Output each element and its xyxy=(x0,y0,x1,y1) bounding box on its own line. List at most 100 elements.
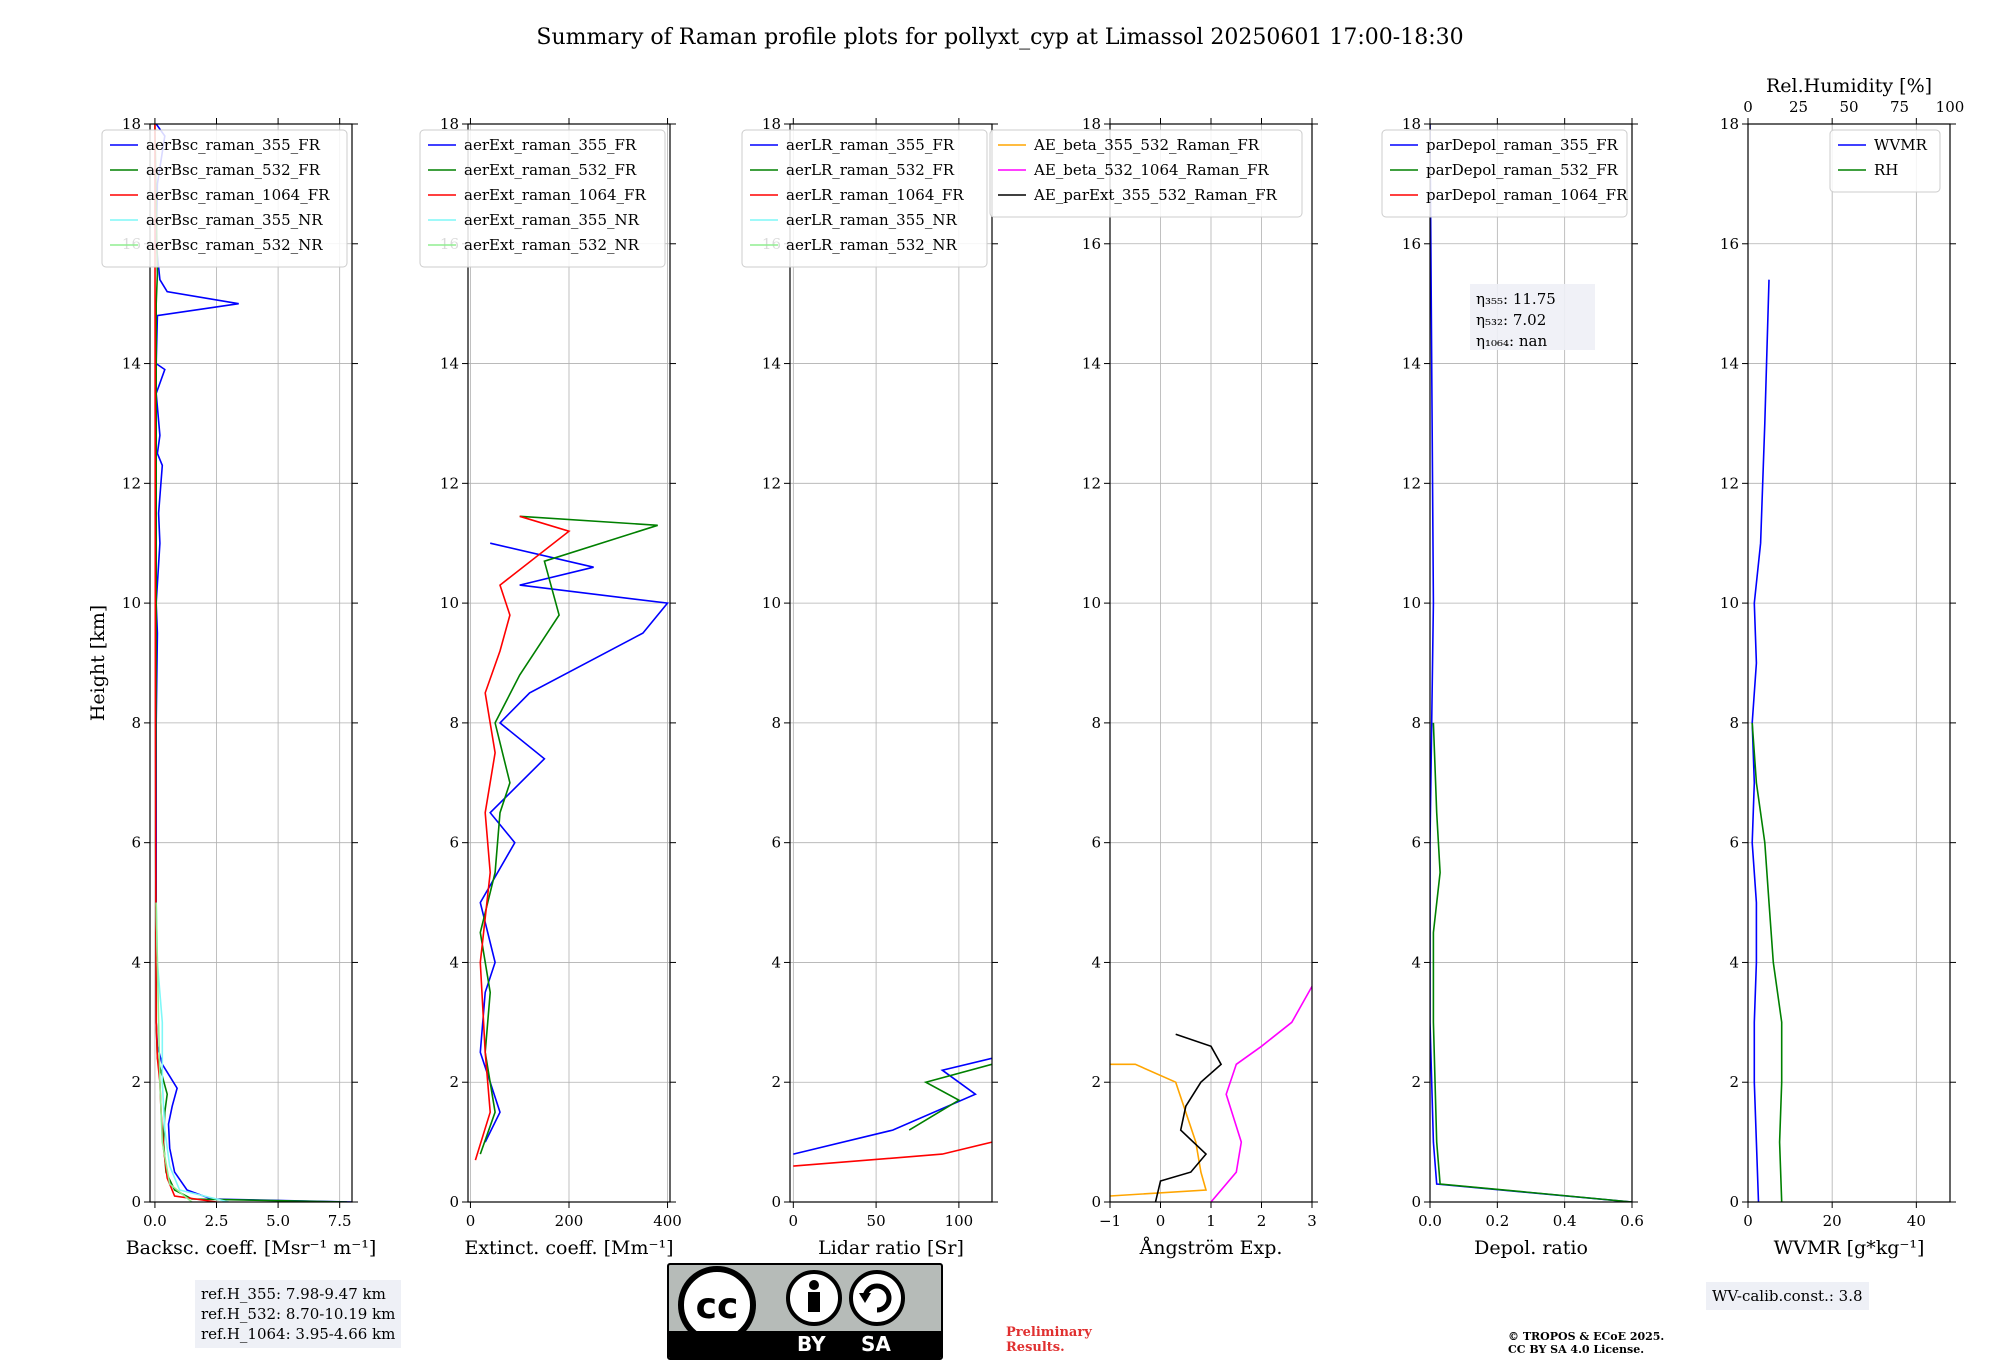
legend: parDepol_raman_355_FR parDepol_raman_532_… xyxy=(1381,129,1628,218)
y-tick-label: 18 xyxy=(1402,115,1421,133)
person-head-icon xyxy=(809,1280,819,1290)
x-tick-label: 2.5 xyxy=(205,1212,229,1230)
series-line-aerBsc_raman_532_FR xyxy=(154,124,348,1202)
y-tick-label: 8 xyxy=(131,714,141,732)
ref-height-532: ref.H_532: 8.70-10.19 km xyxy=(201,1305,396,1323)
legend-entry: aerBsc_raman_355_NR xyxy=(146,211,323,229)
legend: aerBsc_raman_355_FR aerBsc_raman_532_FRae… xyxy=(101,129,348,268)
cc-text: cc xyxy=(696,1286,739,1327)
legend-entry: parDepol_raman_532_FR xyxy=(1426,161,1619,179)
y-tick-label: 2 xyxy=(1729,1073,1739,1091)
y-tick-label: 8 xyxy=(1091,714,1101,732)
x-tick-label: 200 xyxy=(555,1212,584,1230)
ref-heights-box: ref.H_355: 7.98-9.47 km ref.H_532: 8.70-… xyxy=(195,1280,402,1348)
y-tick-label: 12 xyxy=(762,474,781,492)
series-line-AE_parExt_355_532_Raman_FR xyxy=(1154,1033,1223,1202)
y-tick-label: 0 xyxy=(1411,1193,1421,1211)
legend-entry: aerBsc_raman_532_NR xyxy=(146,236,323,254)
legend-entry: aerLR_raman_1064_FR xyxy=(786,186,964,204)
panel-3: 050100024681012141618Lidar ratio [Sr]aer… xyxy=(741,115,998,1259)
y-tick-label: 6 xyxy=(131,834,141,852)
cc-by-label: BY xyxy=(797,1332,826,1356)
wv-calib-const: WV-calib.const.: 3.8 xyxy=(1712,1287,1863,1305)
y-tick-label: 2 xyxy=(1411,1073,1421,1091)
legend-entry: aerExt_raman_355_NR xyxy=(464,211,640,229)
series-line-parDepol_raman_532_FR xyxy=(1432,722,1632,1202)
series-group xyxy=(1430,124,1632,1202)
y-tick-label: 14 xyxy=(1720,355,1739,373)
eta-value: η₁₀₆₄: nan xyxy=(1476,332,1547,350)
y-tick-label: 8 xyxy=(771,714,781,732)
x-tick-label: 20 xyxy=(1823,1212,1842,1230)
series-line-aerExt_raman_355_FR xyxy=(479,542,670,1143)
y-tick-label: 16 xyxy=(1402,235,1421,253)
cc-sa-label: SA xyxy=(861,1332,891,1356)
legend-entry: AE_beta_355_532_Raman_FR xyxy=(1033,136,1260,154)
series-line-aerBsc_raman_355_FR xyxy=(155,124,352,1202)
y-tick-label: 10 xyxy=(440,594,459,612)
y-tick-label: 14 xyxy=(1402,355,1421,373)
series-line-AE_beta_355_532_Raman_FR xyxy=(1110,1063,1208,1197)
series-line-aerBsc_raman_532_NR xyxy=(155,902,193,1202)
series-line-RH xyxy=(1751,722,1783,1202)
x-tick-label: 0.0 xyxy=(1418,1212,1442,1230)
y-tick-label: 0 xyxy=(131,1193,141,1211)
x-axis-label: Depol. ratio xyxy=(1474,1237,1588,1259)
legend-entry: aerLR_raman_355_NR xyxy=(786,211,957,229)
x-tick-label: 100 xyxy=(945,1212,974,1230)
panel-1: 0.02.55.07.5024681012141618Backsc. coeff… xyxy=(87,115,376,1259)
legend-box xyxy=(741,129,988,268)
y-tick-label: 4 xyxy=(1091,953,1101,971)
legend-box xyxy=(101,129,348,268)
y-tick-label: 12 xyxy=(1402,474,1421,492)
series-line-aerExt_raman_532_FR xyxy=(479,515,658,1155)
x-tick-label: 0 xyxy=(789,1212,799,1230)
series-group xyxy=(154,124,352,1202)
series-line-aerExt_raman_1064_FR xyxy=(474,515,571,1161)
x-tick-label: 0.2 xyxy=(1485,1212,1509,1230)
y-tick-label: 14 xyxy=(440,355,459,373)
x-tick-label: 0.4 xyxy=(1553,1212,1577,1230)
y-tick-label: 2 xyxy=(1091,1073,1101,1091)
y-tick-label: 0 xyxy=(771,1193,781,1211)
legend-entry: aerBsc_raman_532_FR xyxy=(146,161,321,179)
y-tick-label: 14 xyxy=(762,355,781,373)
copyright-line-1: © TROPOS & ECoE 2025. xyxy=(1508,1330,1665,1343)
x-axis-label: Ångström Exp. xyxy=(1139,1237,1283,1259)
x-axis-label: Lidar ratio [Sr] xyxy=(818,1237,964,1259)
figure-title: Summary of Raman profile plots for polly… xyxy=(536,25,1463,50)
rh-tick-label: 25 xyxy=(1789,98,1808,116)
legend-entry: aerExt_raman_355_FR xyxy=(464,136,637,154)
y-tick-label: 2 xyxy=(449,1073,459,1091)
legend-entry: aerExt_raman_532_NR xyxy=(464,236,640,254)
x-tick-label: 7.5 xyxy=(328,1212,352,1230)
axes-frame xyxy=(789,123,993,1203)
cc-icons: cc xyxy=(678,1266,905,1344)
legend: WVMR RH xyxy=(1829,129,1941,193)
x-tick-label: 0.0 xyxy=(143,1212,167,1230)
legend-entry: aerLR_raman_532_FR xyxy=(786,161,955,179)
legend-entry: aerExt_raman_532_FR xyxy=(464,161,637,179)
axes-frame xyxy=(149,123,353,1203)
legend-entry: AE_beta_532_1064_Raman_FR xyxy=(1033,161,1269,179)
series-line-aerLR_raman_1064_FR xyxy=(793,1141,992,1167)
ref-height-355: ref.H_355: 7.98-9.47 km xyxy=(201,1285,386,1303)
x-tick-label: 1 xyxy=(1206,1212,1216,1230)
series-group xyxy=(1110,986,1312,1202)
y-tick-label: 8 xyxy=(1729,714,1739,732)
y-tick-label: 12 xyxy=(122,474,141,492)
preliminary-line-1: Preliminary xyxy=(1006,1325,1092,1340)
person-body-icon xyxy=(808,1292,820,1312)
series-line-aerLR_raman_532_FR xyxy=(908,1063,992,1131)
y-tick-label: 18 xyxy=(762,115,781,133)
rh-tick-label: 100 xyxy=(1936,98,1965,116)
cc-license-badge: cc BY SA xyxy=(667,1263,943,1360)
legend-box xyxy=(1381,129,1628,218)
y-tick-label: 0 xyxy=(449,1193,459,1211)
share-alike-arrowhead-icon xyxy=(859,1293,871,1303)
series-line-parDepol_raman_355_FR xyxy=(1430,124,1632,1202)
y-tick-label: 10 xyxy=(122,594,141,612)
x-tick-label: 0.6 xyxy=(1620,1212,1644,1230)
x-tick-label: 400 xyxy=(653,1212,682,1230)
series-group xyxy=(474,515,670,1161)
